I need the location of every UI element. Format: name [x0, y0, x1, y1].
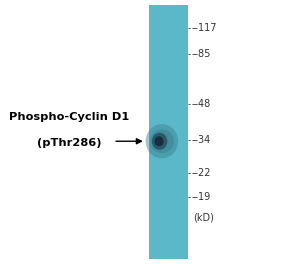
- Text: --22: --22: [191, 168, 211, 178]
- Ellipse shape: [155, 136, 164, 146]
- Text: --48: --48: [191, 99, 210, 109]
- Text: --34: --34: [191, 135, 210, 145]
- Text: (pThr286): (pThr286): [37, 138, 102, 148]
- Text: --117: --117: [191, 23, 216, 33]
- Ellipse shape: [152, 133, 167, 150]
- Text: Phospho-Cyclin D1: Phospho-Cyclin D1: [9, 112, 129, 122]
- Ellipse shape: [150, 129, 174, 153]
- Text: --85: --85: [191, 49, 210, 59]
- Text: (kD): (kD): [193, 213, 214, 223]
- Ellipse shape: [145, 124, 178, 158]
- Text: --19: --19: [191, 192, 210, 202]
- Bar: [149, 5, 188, 259]
